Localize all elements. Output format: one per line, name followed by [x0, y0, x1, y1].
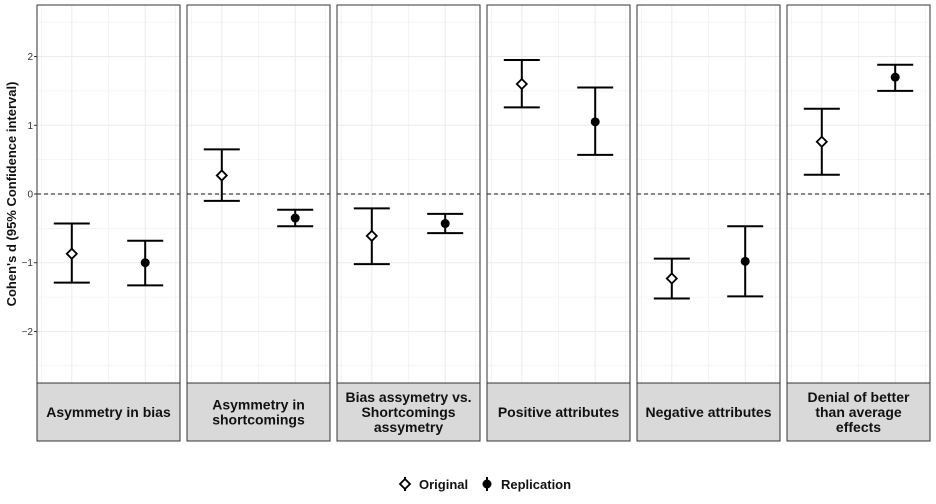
replication-point — [590, 117, 600, 127]
strip-label-line: Positive attributes — [498, 404, 620, 420]
replication-errorbar — [727, 225, 764, 298]
legend-item-original: Original — [398, 477, 468, 492]
strip-label-line: Negative attributes — [645, 404, 771, 420]
strip-label-line: shortcomings — [212, 412, 305, 428]
original-errorbar — [203, 148, 240, 202]
strip-background — [186, 382, 331, 442]
facet-strip-label: Negative attributes — [645, 404, 771, 420]
replication-point — [440, 219, 450, 229]
replication-errorbar — [127, 239, 164, 287]
strip-label-line: Asymmetry in — [212, 397, 305, 413]
y-tick-label: 2 — [27, 52, 33, 63]
legend-key-replication — [482, 479, 492, 489]
legend-label: Original — [419, 477, 468, 492]
facet-strip-label: Bias assymetry vs. Shortcomings assymetry — [345, 389, 471, 435]
strip-background — [336, 382, 481, 442]
legend-item-replication: Replication — [482, 477, 571, 492]
strip-background — [636, 382, 781, 442]
strip-label-line: assymetry — [374, 419, 443, 435]
y-axis-ticks: −2 −1 0 1 2 — [22, 52, 37, 338]
y-tick-label: −1 — [22, 258, 34, 269]
original-point — [515, 77, 529, 91]
original-point — [365, 229, 379, 243]
original-point — [665, 272, 679, 285]
strip-background — [36, 382, 181, 442]
facet-panel: Positive attributes — [486, 4, 631, 442]
facet-strip-label: Denial of better than average effects — [808, 389, 910, 435]
strip-label-line: effects — [836, 419, 881, 435]
replication-errorbar — [277, 208, 314, 228]
replication-errorbar — [427, 212, 464, 235]
y-tick-label: −2 — [22, 327, 34, 338]
replication-point — [140, 258, 150, 268]
y-tick-label: 1 — [27, 121, 33, 132]
replication-point — [740, 256, 750, 266]
legend-label: Replication — [501, 477, 571, 492]
original-errorbar — [53, 222, 90, 284]
original-point — [215, 169, 229, 182]
y-tick-label: 0 — [27, 190, 33, 201]
legend-key-original — [398, 477, 412, 491]
original-point — [815, 135, 829, 149]
replication-errorbar — [877, 63, 914, 92]
y-axis-title: Cohen's d (95% Confidence interval) — [4, 82, 19, 307]
replication-point — [290, 213, 300, 223]
original-point — [65, 247, 79, 261]
facet-panel: Bias assymetry vs. Shortcomings assymetry — [336, 4, 481, 442]
strip-label-line: Denial of better — [808, 389, 910, 405]
facet-panel: Negative attributes — [636, 4, 781, 442]
original-errorbar — [803, 107, 840, 176]
facet-strip-label: Asymmetry in shortcomings — [212, 397, 305, 428]
strip-label-line: Bias assymetry vs. — [345, 389, 471, 405]
original-errorbar — [653, 257, 690, 300]
legend: Original Replication — [398, 477, 571, 492]
facet-panels: Asymmetry in bias Asymmetry in shortcoming… — [36, 4, 931, 442]
strip-label-line: than average — [815, 404, 902, 420]
facet-panel: Denial of better than average effects — [786, 4, 931, 442]
strip-label-line: Asymmetry in bias — [46, 404, 171, 420]
original-errorbar — [503, 58, 540, 109]
replication-errorbar — [577, 86, 614, 156]
facet-strip-label: Asymmetry in bias — [46, 404, 171, 420]
strip-background — [786, 382, 931, 442]
strip-label-line: Shortcomings — [361, 404, 455, 420]
replication-point — [890, 72, 900, 82]
facet-panel: Asymmetry in bias — [36, 4, 181, 442]
facet-panel: Asymmetry in shortcomings — [186, 4, 331, 442]
facet-strip-label: Positive attributes — [498, 404, 620, 420]
strip-background — [486, 382, 631, 442]
original-errorbar — [353, 207, 390, 266]
